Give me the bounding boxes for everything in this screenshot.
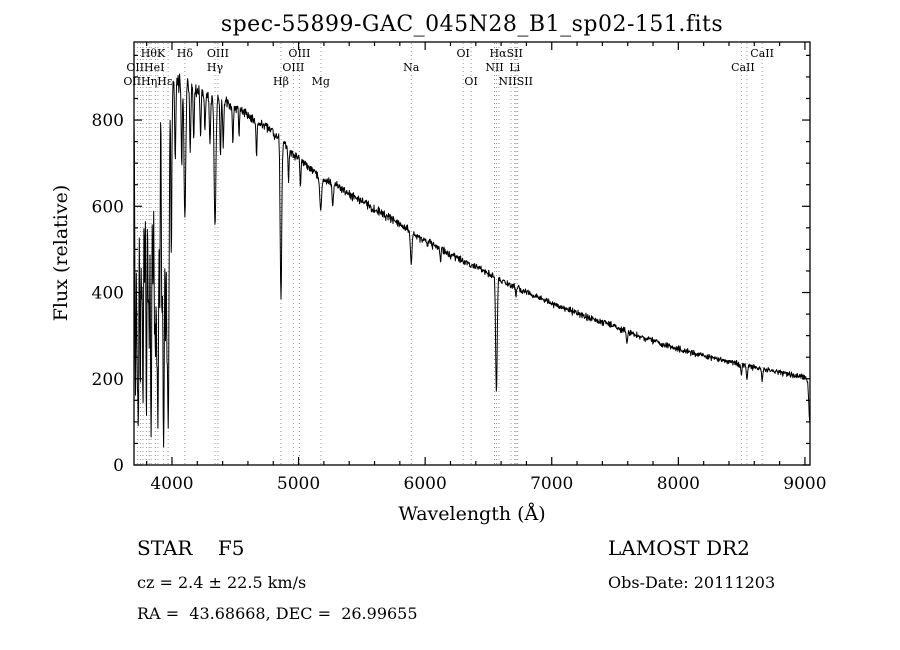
spectral-line-label: HθK — [141, 47, 166, 60]
x-tick-label: 9000 — [783, 474, 826, 494]
x-axis-label: Wavelength (Å) — [398, 503, 546, 525]
spectrum-trace — [133, 73, 811, 448]
x-tick-label: 8000 — [657, 474, 700, 494]
spectral-line-label: Mg — [312, 75, 330, 88]
object-class-label: STAR F5 — [137, 536, 245, 560]
x-tick-label: 4000 — [150, 474, 193, 494]
x-tick-label: 5000 — [277, 474, 320, 494]
y-tick-label: 600 — [92, 197, 124, 217]
spectral-line-label: Hγ — [207, 61, 224, 74]
spectral-line-label: OIII — [207, 47, 229, 60]
x-tick-label: 6000 — [404, 474, 447, 494]
spectral-line-label: NIISII — [498, 75, 533, 88]
spectral-line-label: OI — [464, 75, 477, 88]
x-tick-label: 7000 — [530, 474, 573, 494]
y-axis-label: Flux (relative) — [50, 184, 72, 322]
spectral-line-label: Hδ — [177, 47, 194, 60]
spectral-line-label: Hβ — [273, 75, 289, 88]
plot-frame — [133, 41, 811, 466]
spectral-line-label: OIIHeI — [126, 61, 164, 74]
spectral-line-label: OI — [456, 47, 469, 60]
spectral-line-label: Na — [403, 61, 420, 74]
y-tick-label: 200 — [92, 370, 124, 390]
y-tick-label: 0 — [113, 456, 124, 476]
spectral-line-label: CaII — [750, 47, 774, 60]
spectral-line-label: HαSII — [490, 47, 523, 60]
y-tick-label: 800 — [92, 111, 124, 131]
cz-value: cz = 2.4 ± 22.5 km/s — [137, 573, 307, 592]
spectral-line-label: NII — [485, 61, 503, 74]
obs-date-value: Obs-Date: 20111203 — [608, 573, 776, 592]
spectral-line-label: CaII — [731, 61, 755, 74]
spectral-line-label: OIII — [288, 47, 310, 60]
spectral-line-label: Li — [509, 61, 520, 74]
survey-label: LAMOST DR2 — [608, 536, 750, 560]
spectral-line-label: OIIHηHε — [123, 75, 172, 88]
ra-dec-value: RA = 43.68668, DEC = 26.99655 — [137, 604, 418, 623]
y-tick-label: 400 — [92, 284, 124, 304]
spectral-line-label: OIII — [282, 61, 304, 74]
plot-title: spec-55899-GAC_045N28_B1_sp02-151.fits — [220, 12, 724, 37]
